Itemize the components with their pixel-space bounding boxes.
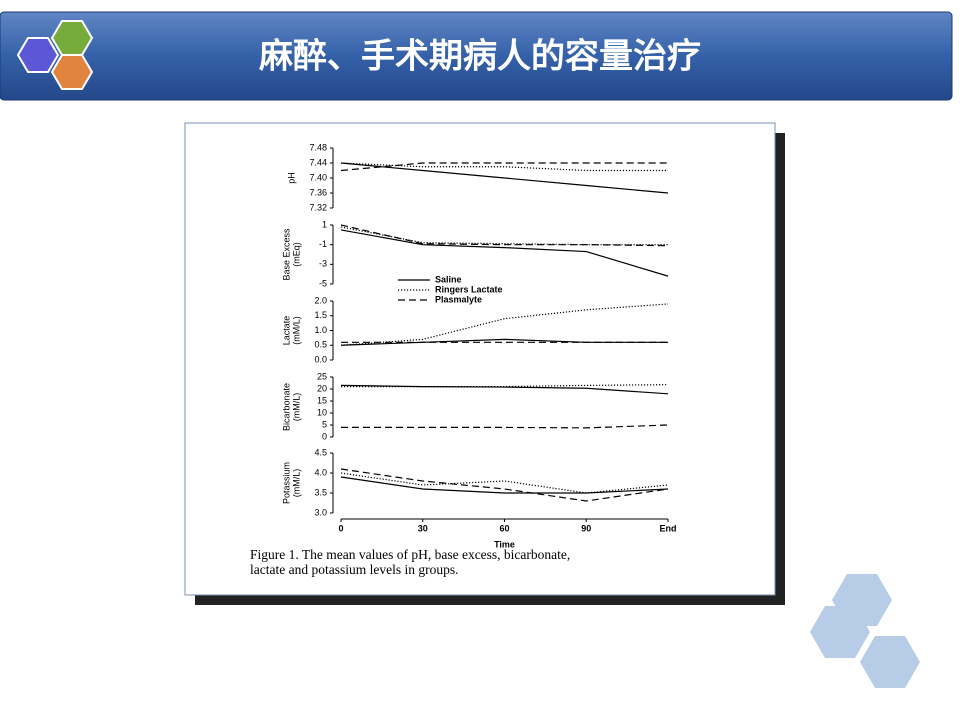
series-line (340, 224, 669, 247)
y-tick-label: 1.5 (314, 310, 327, 320)
series-line (340, 226, 668, 246)
y-axis-label: (mM/L) (291, 316, 301, 345)
x-tick-label: 0 (338, 523, 343, 533)
y-axis-label: Base Excess (281, 228, 291, 281)
y-axis-label: (mM/L) (291, 393, 301, 422)
slide-title: 麻醉、手术期病人的容量治疗 (259, 37, 701, 77)
y-tick-label: 5 (322, 419, 327, 429)
series-line (340, 338, 668, 346)
y-tick-label: 7.48 (309, 142, 327, 152)
x-tick-label: 90 (581, 523, 591, 533)
y-tick-label: 20 (317, 383, 327, 393)
y-axis-label: pH (286, 172, 296, 184)
series-line (340, 162, 668, 172)
series-line (340, 468, 669, 502)
series-line (340, 303, 669, 346)
deco-hexagons (810, 574, 920, 688)
y-tick-label: -1 (319, 239, 327, 249)
x-tick-label: 30 (418, 523, 428, 533)
logo-hexagons (16, 20, 94, 90)
y-axis-label: Potassium (281, 462, 291, 504)
series-line (340, 162, 669, 194)
y-tick-label: -3 (319, 259, 327, 269)
y-axis-label: (mM/L) (291, 469, 301, 498)
y-tick-label: 4.5 (314, 447, 327, 457)
series-line (340, 229, 669, 277)
y-axis-label: (mEq) (291, 242, 301, 267)
y-tick-label: 2.0 (314, 295, 327, 305)
figure-frame (184, 122, 776, 596)
series-line (340, 472, 669, 494)
x-axis-label: Time (494, 539, 515, 549)
y-tick-label: 7.44 (309, 157, 327, 167)
x-tick-label: End (660, 523, 677, 533)
legend-label: Saline (435, 274, 462, 284)
y-tick-label: 1.0 (314, 325, 327, 335)
y-tick-label: 7.36 (309, 187, 327, 197)
y-tick-label: -5 (319, 278, 327, 288)
y-tick-label: 10 (317, 407, 327, 417)
y-tick-label: 0.0 (314, 354, 327, 364)
header-bar (0, 11, 953, 101)
y-tick-label: 7.40 (309, 172, 327, 182)
y-axis-label: Bicarbonate (281, 383, 291, 431)
y-tick-label: 1 (322, 219, 327, 229)
y-tick-label: 0.5 (314, 340, 327, 350)
legend-label: Plasmalyte (435, 294, 482, 304)
series-line (341, 384, 669, 388)
y-tick-label: 4.0 (314, 467, 327, 477)
figure-caption: lactate and potassium levels in groups. (250, 562, 458, 577)
y-tick-label: 0 (322, 431, 327, 441)
x-tick-label: 60 (499, 523, 509, 533)
y-axis-label: Lactate (281, 316, 291, 346)
y-tick-label: 25 (317, 371, 327, 381)
y-tick-label: 15 (317, 395, 327, 405)
figure-caption: Figure 1. The mean values of pH, base ex… (250, 547, 570, 562)
y-tick-label: 3.5 (314, 487, 327, 497)
y-tick-label: 7.32 (309, 202, 327, 212)
legend-label: Ringers Lactate (435, 284, 503, 294)
series-line (340, 476, 669, 494)
y-tick-label: 3.0 (314, 507, 327, 517)
